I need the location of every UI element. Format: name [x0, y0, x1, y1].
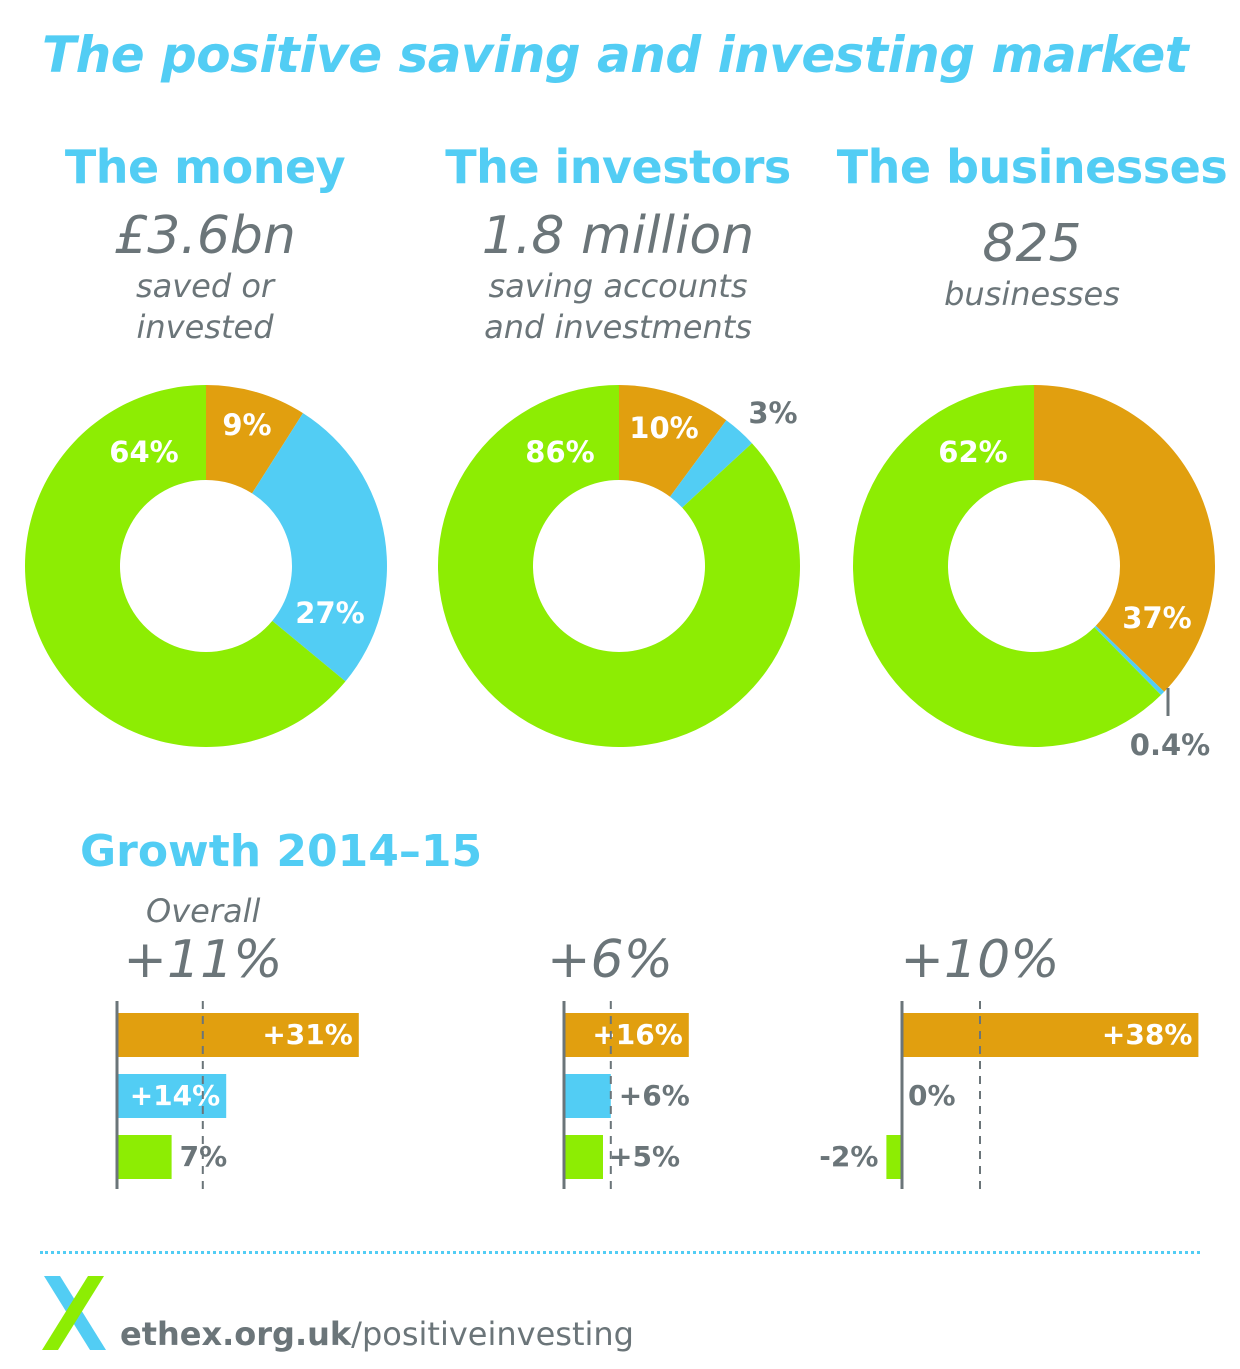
growth-bar-label: +5%: [609, 1140, 680, 1173]
donut-slice: [24, 385, 346, 747]
donut-slice-label: 9%: [222, 408, 271, 442]
donut-chart: 10% 3% 86%: [438, 385, 801, 747]
donut-slice: [853, 385, 1161, 747]
donut-slice: [438, 385, 801, 747]
growth-total-businesses: +10%: [900, 930, 1060, 990]
growth-bar: [117, 1135, 172, 1179]
donut-slice-label: 37%: [1122, 601, 1191, 635]
growth-bar: [902, 1013, 1199, 1057]
growth-bar-label: -2%: [819, 1140, 878, 1173]
footer-domain: ethex.org.uk: [120, 1315, 352, 1353]
growth-bar: [564, 1135, 603, 1179]
ethex-x-logo-icon: [42, 1276, 106, 1350]
growth-bar-chart: +31%+14%7%: [115, 1001, 359, 1192]
growth-bar-label: +38%: [1102, 1018, 1192, 1051]
money-desc-line: saved or: [135, 267, 275, 305]
donut-slice: [206, 385, 303, 494]
money-value: £3.6bn: [114, 206, 296, 266]
growth-bar: [117, 1013, 359, 1057]
investors-desc-line: saving accounts: [488, 267, 748, 305]
donut-slice-label: 62%: [938, 435, 1007, 469]
businesses-value: 825: [982, 214, 1082, 274]
investors-desc: saving accounts and investments: [408, 266, 828, 348]
money-desc: saved or invested: [0, 266, 415, 348]
page-title: The positive saving and investing market: [42, 26, 1189, 84]
growth-bar: [564, 1074, 611, 1118]
businesses-heading: The businesses: [836, 140, 1228, 194]
investors-desc-line: and investments: [484, 308, 752, 346]
growth-bar: [117, 1074, 227, 1118]
donut-slice-label: 27%: [295, 596, 364, 630]
donut-slice-label: 86%: [525, 435, 594, 469]
businesses-desc-line: businesses: [944, 275, 1120, 313]
investors-heading: The investors: [445, 140, 791, 194]
growth-bar-label: +14%: [130, 1079, 220, 1112]
donut-slice: [1094, 625, 1165, 695]
money-heading: The money: [64, 140, 346, 194]
growth-bar-label: +31%: [262, 1018, 352, 1051]
growth-bar-chart: +38% 0% -2%: [819, 1001, 1199, 1192]
growth-bar-label: +6%: [619, 1079, 690, 1112]
growth-bar-label: 0%: [908, 1079, 956, 1112]
donut-slice-label: 10%: [629, 411, 698, 445]
donut-slice-label: 64%: [109, 435, 178, 469]
donut-chart: 37% 0.4% 62%: [853, 385, 1216, 762]
footer-url[interactable]: ethex.org.uk/positiveinvesting: [120, 1315, 634, 1353]
businesses-desc: businesses: [822, 274, 1240, 315]
donut-slice: [1034, 385, 1216, 692]
growth-total-investors: +6%: [546, 930, 674, 990]
growth-title: Growth 2014–15: [80, 826, 483, 877]
growth-bar-chart: +16% +6% +5%: [562, 1001, 690, 1192]
donut-slice: [669, 420, 752, 508]
overall-label: Overall: [146, 892, 261, 930]
donut-slice: [252, 413, 387, 682]
footer-path: /positiveinvesting: [351, 1315, 634, 1353]
growth-total-money: +11%: [123, 930, 283, 990]
donut-slice-label: 0.4%: [1130, 728, 1210, 762]
growth-bar: [886, 1135, 902, 1179]
growth-bar: [564, 1013, 689, 1057]
money-desc-line: invested: [136, 308, 274, 346]
donut-slice-label: 3%: [748, 396, 797, 430]
footer-divider: [40, 1251, 1200, 1254]
donut-slice: [619, 385, 727, 497]
investors-value: 1.8 million: [481, 206, 755, 266]
growth-bar-label: +16%: [592, 1018, 682, 1051]
donut-charts: 9% 27% 64% 10% 3% 86% 37% 0.4% 62%: [24, 385, 1216, 762]
donut-chart: 9% 27% 64%: [24, 385, 387, 747]
